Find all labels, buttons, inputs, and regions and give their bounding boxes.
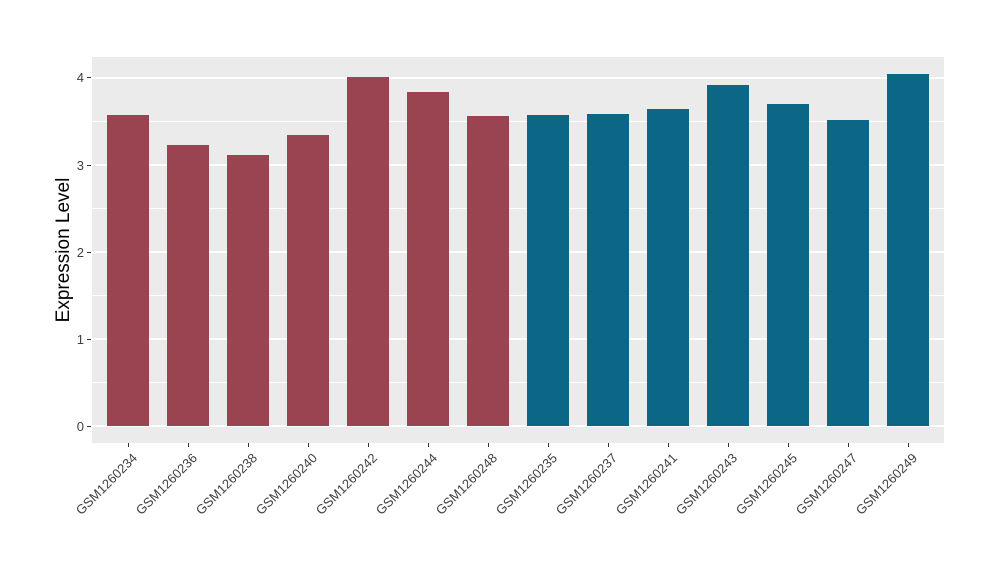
gridline-major — [92, 76, 944, 79]
gridline-major — [92, 338, 944, 341]
x-tick-mark — [787, 443, 789, 447]
x-tick-label-text: GSM1260243 — [672, 450, 740, 518]
gridline-major — [92, 164, 944, 167]
x-tick-mark — [307, 443, 309, 447]
gridline-minor — [92, 295, 944, 297]
gridline-minor — [92, 208, 944, 210]
x-tick-label-text: GSM1260244 — [372, 450, 440, 518]
y-tick-mark — [87, 338, 91, 340]
x-tick-label-text: GSM1260236 — [132, 450, 200, 518]
y-tick-label: 4 — [76, 70, 84, 86]
bar-GSM1260236 — [166, 145, 210, 427]
plot-panel — [92, 57, 944, 443]
x-tick-label-text: GSM1260241 — [612, 450, 680, 518]
bar-GSM1260241 — [646, 109, 690, 427]
y-tick-mark — [87, 164, 91, 166]
bar-GSM1260242 — [346, 77, 390, 427]
y-tick-label: 2 — [76, 244, 84, 260]
bar-GSM1260235 — [526, 115, 570, 427]
bar-GSM1260240 — [286, 135, 330, 427]
y-tick-label: 3 — [76, 157, 84, 173]
bar-GSM1260237 — [586, 113, 630, 427]
y-tick-label: 1 — [76, 331, 84, 347]
x-tick-label-text: GSM1260247 — [792, 450, 860, 518]
x-tick-label-text: GSM1260234 — [72, 450, 140, 518]
x-tick-label-text: GSM1260238 — [192, 450, 260, 518]
bar-GSM1260234 — [106, 115, 150, 427]
x-tick-label-text: GSM1260242 — [312, 450, 380, 518]
x-tick-label-text: GSM1260240 — [252, 450, 320, 518]
y-tick-label: 0 — [76, 418, 84, 434]
gridline-major — [92, 425, 944, 428]
bar-GSM1260244 — [406, 91, 450, 427]
x-tick-mark — [247, 443, 249, 447]
x-tick-mark — [607, 443, 609, 447]
bar-GSM1260249 — [886, 73, 930, 427]
x-tick-label-text: GSM1260235 — [492, 450, 560, 518]
x-tick-mark — [547, 443, 549, 447]
x-tick-mark — [847, 443, 849, 447]
x-tick-mark — [427, 443, 429, 447]
x-tick-label-text: GSM1260245 — [732, 450, 800, 518]
x-tick-mark — [667, 443, 669, 447]
x-tick-label-text: GSM1260237 — [552, 450, 620, 518]
x-tick-mark — [487, 443, 489, 447]
bar-GSM1260238 — [226, 154, 270, 427]
bar-GSM1260247 — [826, 119, 870, 427]
x-tick-mark — [727, 443, 729, 447]
y-tick-mark — [87, 251, 91, 253]
gridline-minor — [92, 120, 944, 122]
x-tick-label-text: GSM1260249 — [852, 450, 920, 518]
gridline-major — [92, 251, 944, 254]
y-tick-mark — [87, 77, 91, 79]
x-tick-mark — [187, 443, 189, 447]
gridline-minor — [92, 382, 944, 384]
x-tick-mark — [367, 443, 369, 447]
x-tick-mark — [127, 443, 129, 447]
x-tick-label-text: GSM1260248 — [432, 450, 500, 518]
bar-GSM1260245 — [766, 104, 810, 427]
bar-GSM1260243 — [706, 84, 750, 427]
x-tick-mark — [907, 443, 909, 447]
y-tick-mark — [87, 425, 91, 427]
bar-GSM1260248 — [466, 116, 510, 427]
